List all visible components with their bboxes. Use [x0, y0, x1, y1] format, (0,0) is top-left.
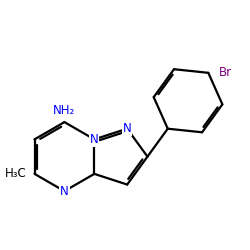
Text: N: N [90, 133, 99, 146]
Text: H₃C: H₃C [5, 168, 26, 180]
Text: N: N [123, 122, 132, 135]
Text: Br: Br [219, 66, 232, 79]
Text: NH₂: NH₂ [53, 104, 76, 117]
Text: N: N [60, 185, 69, 198]
